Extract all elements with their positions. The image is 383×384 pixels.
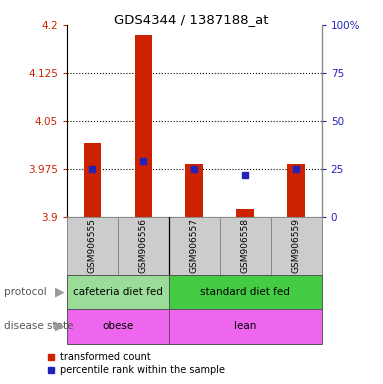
Text: ▶: ▶ xyxy=(54,285,64,298)
Bar xyxy=(169,217,220,275)
Bar xyxy=(67,217,118,275)
Text: standard diet fed: standard diet fed xyxy=(200,287,290,297)
Text: GSM906559: GSM906559 xyxy=(292,218,301,273)
Text: GDS4344 / 1387188_at: GDS4344 / 1387188_at xyxy=(114,13,269,26)
Text: GSM906555: GSM906555 xyxy=(88,218,97,273)
Bar xyxy=(118,217,169,275)
Bar xyxy=(169,309,322,344)
Text: cafeteria diet fed: cafeteria diet fed xyxy=(73,287,163,297)
Bar xyxy=(67,275,169,309)
Bar xyxy=(271,217,322,275)
Bar xyxy=(185,164,203,217)
Text: lean: lean xyxy=(234,321,257,331)
Bar xyxy=(67,309,169,344)
Text: GSM906557: GSM906557 xyxy=(190,218,199,273)
Bar xyxy=(169,275,322,309)
Text: ▶: ▶ xyxy=(54,320,64,333)
Bar xyxy=(220,217,271,275)
Text: disease state: disease state xyxy=(4,321,73,331)
Bar xyxy=(287,164,305,217)
Bar xyxy=(134,35,152,217)
Text: GSM906556: GSM906556 xyxy=(139,218,148,273)
Bar xyxy=(83,143,101,217)
Text: protocol: protocol xyxy=(4,287,47,297)
Text: obese: obese xyxy=(102,321,134,331)
Text: GSM906558: GSM906558 xyxy=(241,218,250,273)
Legend: transformed count, percentile rank within the sample: transformed count, percentile rank withi… xyxy=(43,348,229,379)
Bar xyxy=(236,209,254,217)
